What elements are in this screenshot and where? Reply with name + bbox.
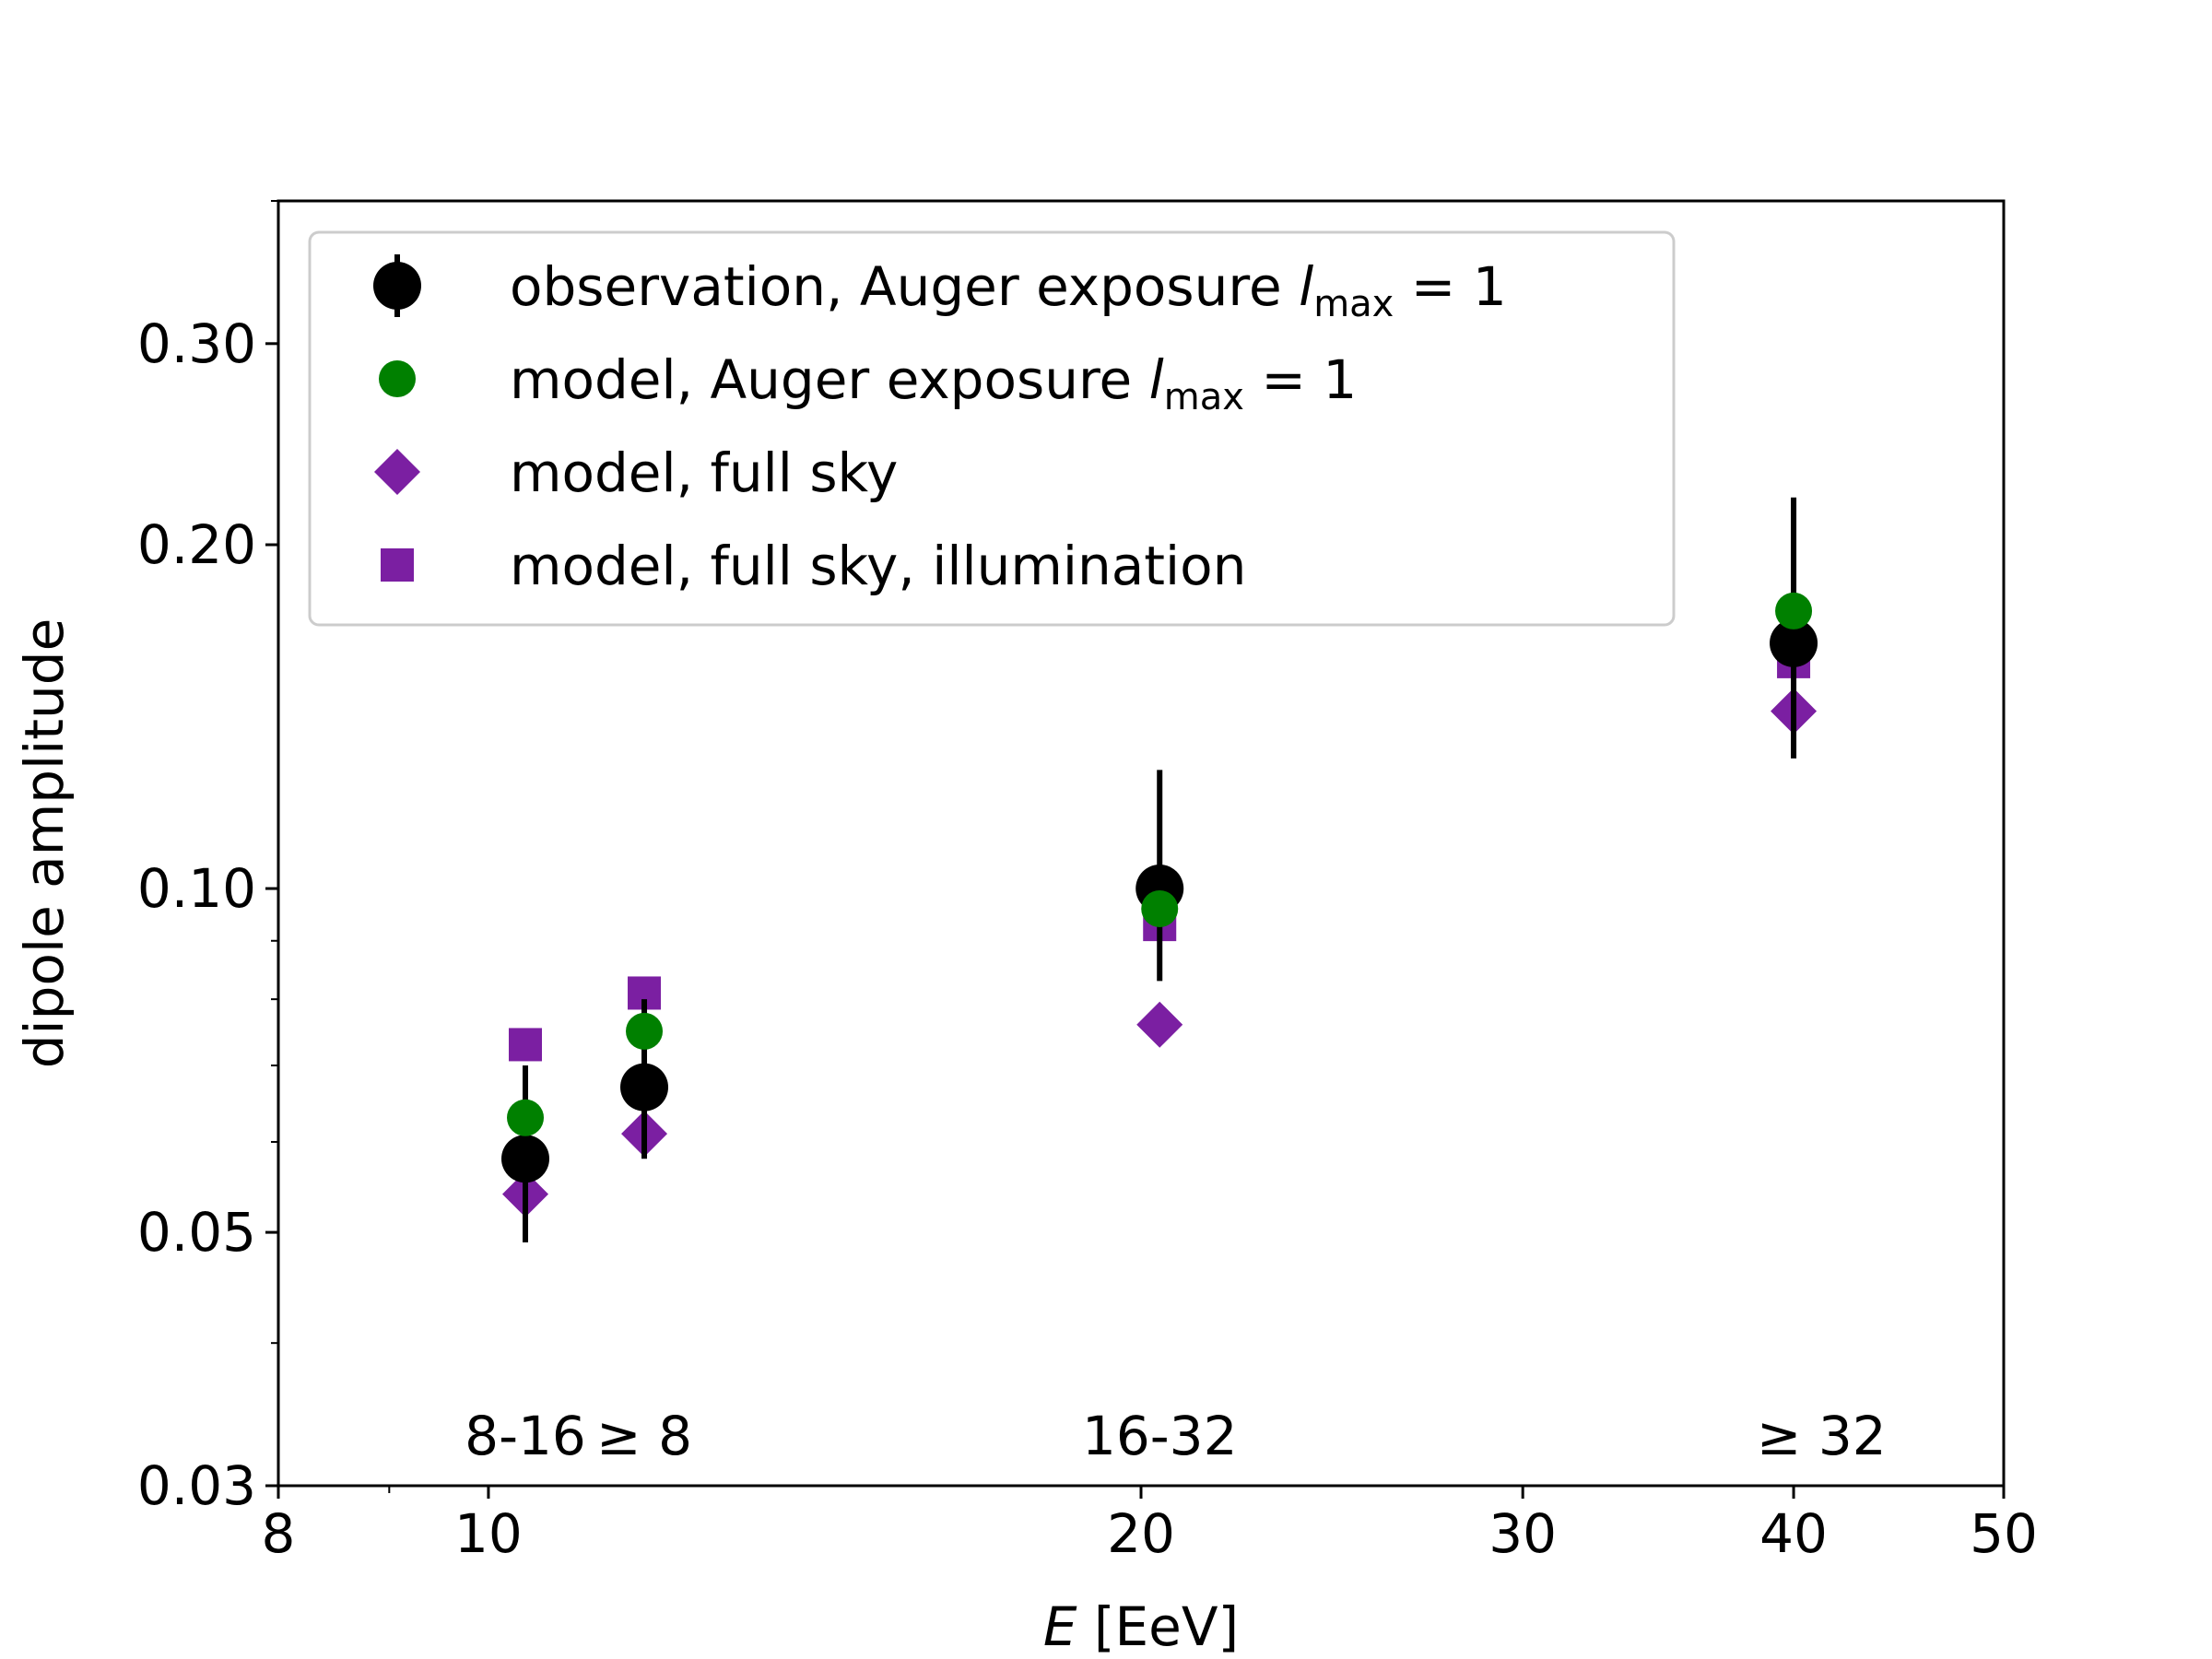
y-tick-label: 0.05 [137,1201,256,1264]
legend-label-math: l [1299,255,1313,318]
x-tick-label: 8 [262,1502,296,1565]
legend-label: model, Auger exposure lmax = 1 [510,348,1357,418]
legend-label-text: observation, Auger exposure [510,255,1299,318]
circle-marker [1141,890,1179,928]
square-marker [381,548,414,582]
x-tick-label: 10 [454,1502,523,1565]
x-tick-label: 30 [1488,1502,1557,1565]
legend-label-text: model, full sky, illumination [510,535,1246,597]
legend-label-math: l [1149,348,1164,411]
circle-marker [373,262,421,310]
circle-marker [507,1099,545,1136]
series-3 [507,592,1813,1136]
y-tick-label: 0.20 [137,513,256,576]
legend-label-subscript: max [1164,376,1244,418]
bin-label: ≥ 8 [596,1405,692,1467]
diamond-marker [374,449,420,495]
plot-layer: 8-16 ≥ 8 16-32 ≥ 32 [465,497,1887,1467]
y-tick-label: 0.30 [137,312,256,375]
legend-label-equals: = 1 [1394,255,1506,318]
legend-label: model, full sky [510,441,898,504]
legend-label-text: model, Auger exposure [510,348,1149,411]
circle-marker [620,1063,669,1112]
y-axis-label: dipole amplitude [13,618,76,1069]
y-tick-label: 0.03 [137,1454,256,1517]
x-axis-label-unit: [EeV] [1077,1595,1239,1658]
legend-label: model, full sky, illumination [510,535,1246,597]
circle-marker [1770,618,1818,667]
legend-label-equals: = 1 [1244,348,1357,411]
axis-layer: 8 10 20 30 40 50 0.03 0.05 0.10 0.20 0.30 [137,200,2038,1565]
x-axis-label-symbol: E [1043,1595,1077,1658]
diamond-marker [1136,1001,1183,1048]
bin-label: ≥ 32 [1757,1405,1887,1467]
y-tick-label: 0.10 [137,857,256,920]
bin-label: 16-32 [1082,1405,1238,1467]
x-tick-label: 20 [1107,1502,1175,1565]
x-tick-label: 50 [1970,1502,2038,1565]
legend-label-text: model, full sky [510,441,898,504]
legend-box [308,230,1676,627]
x-tick-label: 40 [1759,1502,1828,1565]
circle-marker [1775,592,1813,629]
square-marker [509,1028,543,1062]
legend: observation, Auger exposure lmax = 1mode… [308,230,1676,627]
circle-marker [379,360,416,397]
bin-label: 8-16 [465,1405,586,1467]
circle-marker [501,1135,550,1183]
circle-marker [626,1012,664,1050]
x-axis-label: E [EeV] [1043,1595,1239,1658]
legend-label-subscript: max [1313,283,1394,325]
legend-label: observation, Auger exposure lmax = 1 [510,255,1507,325]
